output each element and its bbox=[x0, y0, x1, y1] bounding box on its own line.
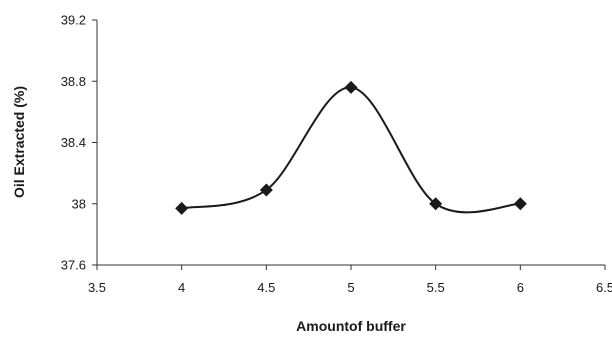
x-axis-title: Amountof buffer bbox=[296, 318, 406, 334]
y-axis: 37.6 38 38.4 38.8 39.2 bbox=[61, 13, 98, 273]
x-tick-label: 6.5 bbox=[596, 280, 612, 295]
x-tick-label: 4.5 bbox=[257, 280, 275, 295]
x-axis: 3.5 4 4.5 5 5.5 6 6.5 bbox=[88, 264, 612, 295]
y-tick-label: 38.8 bbox=[61, 74, 86, 89]
series-line bbox=[181, 86, 521, 214]
data-point-marker bbox=[344, 80, 358, 94]
y-tick-label: 39.2 bbox=[61, 13, 86, 28]
plot-area bbox=[175, 80, 527, 215]
x-tick-label: 5 bbox=[347, 280, 354, 295]
data-point-marker bbox=[175, 201, 189, 215]
y-tick-label: 38.4 bbox=[61, 135, 86, 150]
x-tick-label: 6 bbox=[517, 280, 524, 295]
y-tick-label: 37.6 bbox=[61, 258, 86, 273]
x-tick-label: 3.5 bbox=[88, 280, 106, 295]
data-point-marker bbox=[429, 197, 443, 211]
y-axis-title: Oil Extracted (%) bbox=[11, 86, 27, 198]
x-tick-label: 4 bbox=[178, 280, 185, 295]
x-tick-label: 5.5 bbox=[427, 280, 445, 295]
y-tick-label: 38 bbox=[72, 196, 86, 211]
data-point-marker bbox=[259, 183, 273, 197]
data-point-marker bbox=[513, 197, 527, 211]
